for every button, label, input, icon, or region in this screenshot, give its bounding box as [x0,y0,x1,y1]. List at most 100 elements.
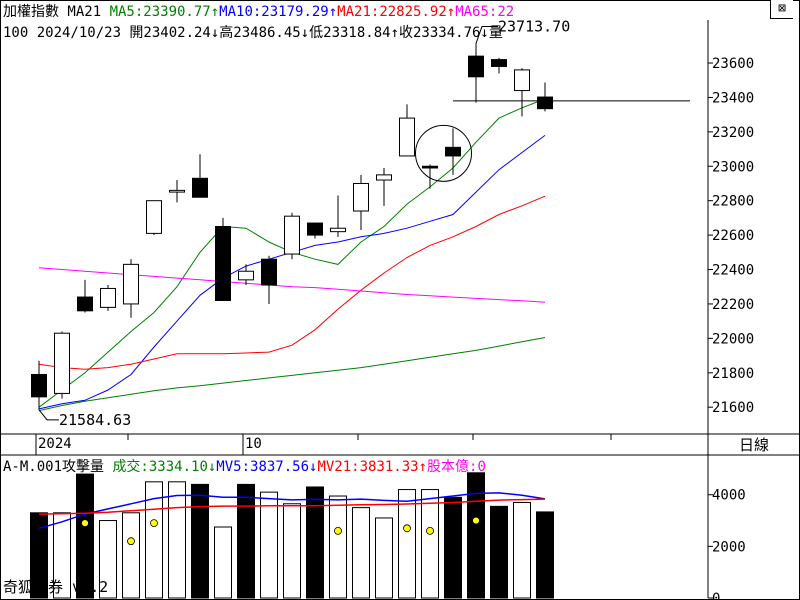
candle [261,255,277,304]
candle [422,164,438,189]
candle-body [169,189,185,193]
volume-bar [260,491,278,599]
volume-bar [375,517,393,599]
candle-body [491,59,507,67]
y-tick-label: 23200 [712,125,754,141]
candle-body [31,373,47,398]
svg-text:A-M.001攻擊量 成交:3334.10↓MV5:3837: A-M.001攻擊量 成交:3334.10↓MV5:3837.56↓MV21:3… [3,458,486,475]
ohlc-readout: 100 2024/10/23 開23402.24↓高23486.45↓低2331… [3,24,503,41]
candle [169,180,185,203]
vol-y-tick-label: 2000 [712,539,746,555]
x-axis-label: 2024 [38,436,72,452]
candle-body [77,296,93,312]
candle-body [238,270,254,281]
candle-body [399,117,415,157]
volume-ma-mv21 [38,498,546,515]
candle-body [514,69,530,92]
candle [146,200,162,236]
volume-bar [99,520,117,599]
volume-bar [145,481,163,599]
candle [399,104,415,157]
header-segment: A-M.001攻擊量 [3,458,112,475]
candle [445,128,461,175]
vol-y-tick-label: 4000 [712,488,746,504]
svg-text:加權指數 MA21 MA5:23390.77↑MA10:23: 加權指數 MA21 MA5:23390.77↑MA10:23179.29↑MA2… [3,4,514,20]
volume-marker [81,519,89,528]
volume-bar [53,512,71,599]
candle [215,217,231,301]
candle [77,279,93,313]
volume-bar [398,489,416,599]
candle [491,57,507,74]
candle [537,82,553,112]
header-segment: MA65:22 [455,4,514,20]
price-header: 加權指數 MA21 MA5:23390.77↑MA10:23179.29↑MA2… [3,4,514,41]
candle-body [307,222,323,236]
high-leader [475,25,498,44]
candle [514,68,530,117]
candle-body [376,174,392,181]
y-tick-label: 23000 [712,159,754,175]
header-segment: MA5:23390.77↑ [110,4,220,20]
volume-marker [127,537,135,546]
candle [31,360,47,410]
volume-header: A-M.001攻擊量 成交:3334.10↓MV5:3837.56↓MV21:3… [3,458,486,475]
volume-bar [306,486,324,599]
period-label[interactable]: 日線 [739,436,769,454]
volume-bar [513,501,531,599]
brand-label: 奇狐勝券 v5.2 [3,578,108,596]
candle [376,167,392,206]
y-tick-label: 23600 [712,56,754,72]
candle-body [54,332,70,394]
candle-body [192,177,208,198]
candle [468,43,484,103]
close-icon[interactable]: ⊠ [770,0,793,19]
header-segment: MV5:3837.56↓ [216,459,317,475]
candle-body [330,227,346,233]
low-label: 21584.63 [59,411,131,429]
y-tick-label: 22000 [712,331,754,347]
volume-plot: 0 2000 4000 [30,472,746,600]
volume-bar [283,503,301,599]
candle-body [146,200,162,234]
volume-marker [334,526,342,535]
volume-bar [168,481,186,599]
highlight-circle [415,124,472,182]
volume-bar [191,483,209,599]
candle-body [468,55,484,78]
candle-body [123,263,139,305]
candle-body [215,226,231,301]
candle [123,259,139,318]
candle [307,222,323,239]
y-tick-label: 22400 [712,263,754,279]
volume-bar [467,472,485,599]
candle [330,195,346,237]
candle [284,212,300,260]
volume-marker [426,526,434,535]
y-tick-label: 22600 [712,228,754,244]
header-segment: 股本億:0 [427,459,486,475]
header-segment: MV21:3831.33↑ [317,459,427,475]
volume-bar [214,526,232,599]
candle-body [537,96,553,110]
ma-line-ma21 [38,195,546,370]
volume-bar [122,512,140,599]
low-leader [38,409,59,421]
header-segment: MA10:23179.29↑ [219,4,337,20]
y-tick-label: 22200 [712,297,754,313]
candle-body [353,182,369,212]
candle-body [445,146,461,157]
candle-body [100,287,116,308]
y-tick-label: 23400 [712,90,754,106]
volume-marker [403,524,411,533]
volume-bar [536,511,554,599]
header-segment: MA21:22825.92↑ [337,4,455,20]
ma-line-ma10 [38,134,546,410]
candle-body [261,258,277,286]
volume-bar [237,483,255,599]
volume-bar [444,496,462,599]
vol-y-tick-label: 0 [712,591,720,600]
header-segment: 加權指數 MA21 [3,4,110,20]
ma-line-ma130 [38,337,546,412]
